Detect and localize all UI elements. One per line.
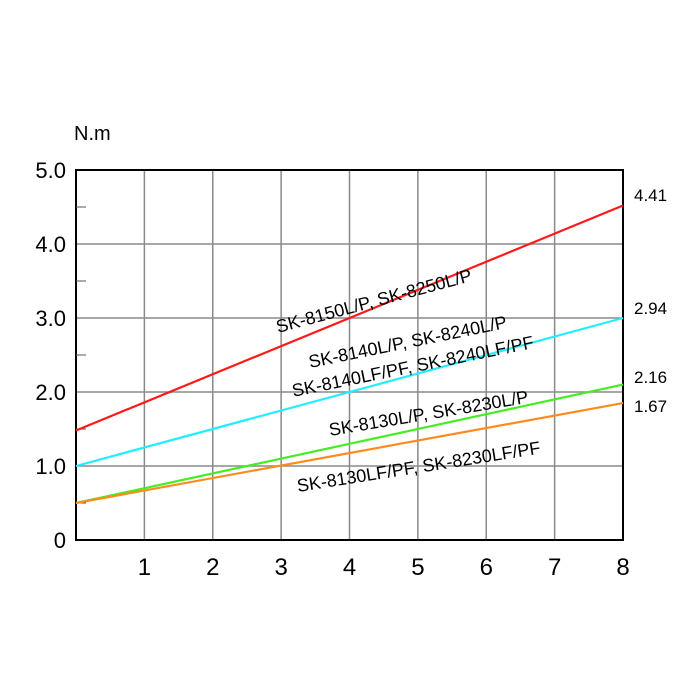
x-tick-labels: 1 2 3 4 5 6 7 8 <box>138 554 630 581</box>
end-value-labels: 4.41 2.94 2.16 1.67 <box>634 186 667 416</box>
series-line-1 <box>75 204 624 432</box>
x-tick-label: 1 <box>138 554 151 581</box>
y-tick-label: 4.0 <box>35 232 66 257</box>
end-value-label: 4.41 <box>634 186 667 205</box>
end-value-label: 2.94 <box>634 299 667 318</box>
x-tick-label: 2 <box>206 554 219 581</box>
series-lines <box>75 204 624 505</box>
end-value-label: 2.16 <box>634 368 667 387</box>
x-tick-label: 8 <box>616 554 629 581</box>
series-label-3: SK-8130L/P, SK-8230L/P <box>327 387 529 440</box>
x-tick-label: 6 <box>480 554 493 581</box>
y-tick-label: 1.0 <box>35 454 66 479</box>
x-tick-label: 7 <box>548 554 561 581</box>
y-tick-label: 5.0 <box>35 158 66 183</box>
minor-ticks <box>76 206 86 504</box>
x-tick-label: 4 <box>343 554 356 581</box>
series-line-3 <box>75 383 624 505</box>
y-tick-label: 2.0 <box>35 380 66 405</box>
x-tick-label: 5 <box>411 554 424 581</box>
series-labels: SK-8150L/P, SK-8250L/PSK-8140L/P, SK-824… <box>274 265 542 496</box>
series-label-line: SK-8130L/P, SK-8230L/P <box>327 387 529 440</box>
x-tick-label: 3 <box>274 554 287 581</box>
series-line-2 <box>75 316 624 468</box>
y-tick-labels: 0 1.0 2.0 3.0 4.0 5.0 <box>35 158 66 553</box>
y-unit-label: N.m <box>74 123 111 145</box>
end-value-label: 1.67 <box>634 397 667 416</box>
series-line-4 <box>75 402 624 505</box>
y-tick-label: 0 <box>54 528 66 553</box>
y-tick-label: 3.0 <box>35 306 66 331</box>
